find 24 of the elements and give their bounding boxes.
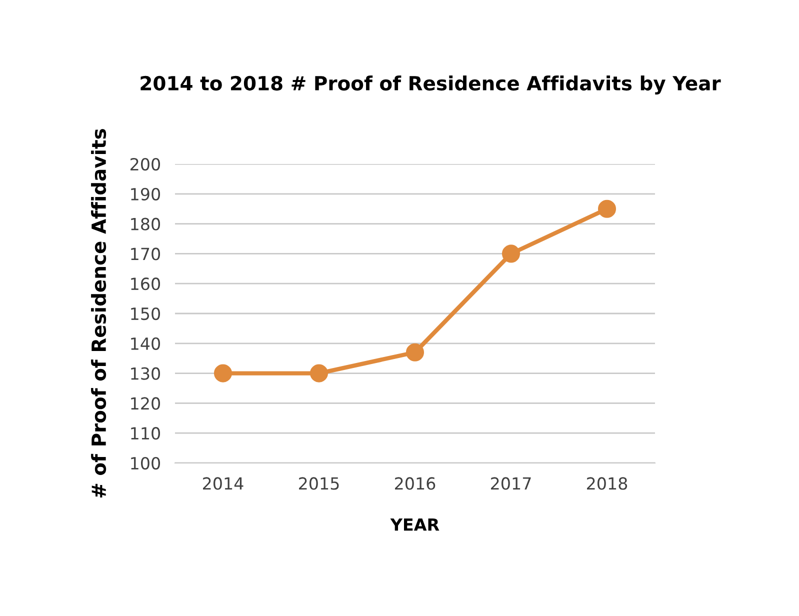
point [406,343,424,362]
y-tick-label: 110 [131,427,160,440]
y-tick-label: 190 [131,188,160,200]
y-tick-label: 180 [131,218,160,230]
y-tick-label: 140 [131,337,160,350]
y-tick-label: 120 [131,397,160,410]
point [502,244,520,263]
y-tick-label: 160 [131,278,160,290]
x-tick-label: 2016 [395,477,436,490]
y-tick-label: 150 [131,307,160,320]
y-tick-label: 130 [131,367,160,380]
y-tick-label: 100 [131,456,160,470]
point [214,364,232,382]
y-tick-label: 170 [131,248,160,260]
x-axis-title: YEAR [390,518,440,531]
y-tick-label: 200 [130,158,160,171]
x-tick-label: 2018 [587,477,628,490]
point [598,200,616,218]
x-tick-label: 2014 [203,477,244,490]
point [310,364,328,382]
x-tick-label: 2015 [299,477,339,490]
chart-title: 2014 to 2018 # Proof of Residence Affidavits by Year [140,76,721,94]
x-tick-label: 2017 [491,477,531,490]
y-axis-title: # of Proof of Residence Affidavits [91,129,106,498]
